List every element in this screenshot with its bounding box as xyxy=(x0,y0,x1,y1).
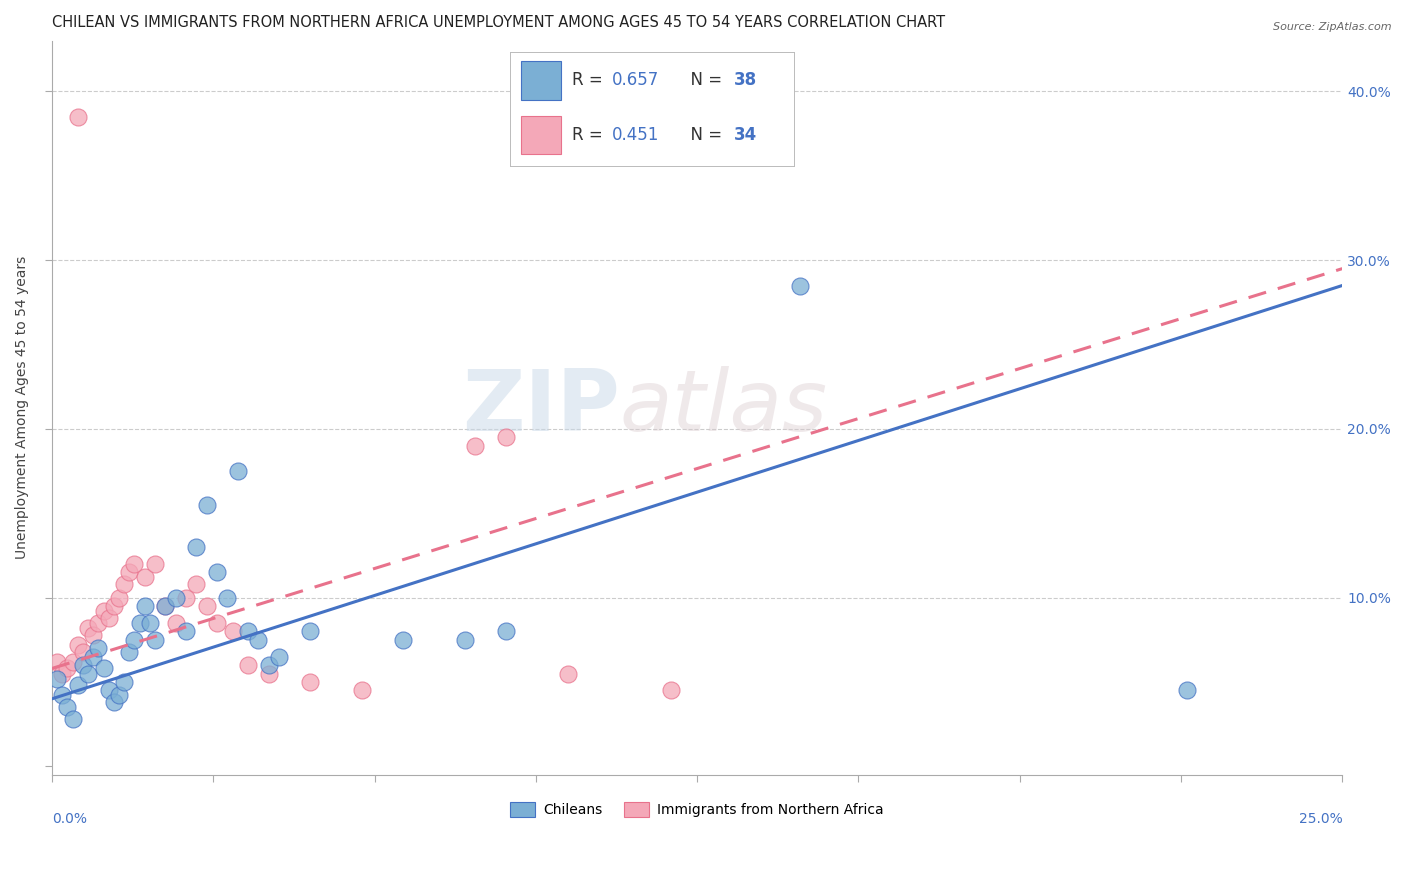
Point xyxy=(557,666,579,681)
Point xyxy=(66,638,89,652)
Point xyxy=(124,632,146,647)
Text: CHILEAN VS IMMIGRANTS FROM NORTHERN AFRICA UNEMPLOYMENT AMONG AGES 45 TO 54 YEAR: CHILEAN VS IMMIGRANTS FROM NORTHERN AFRI… xyxy=(52,15,945,30)
Point xyxy=(236,624,259,639)
Point xyxy=(298,675,321,690)
Point xyxy=(103,599,125,613)
Point xyxy=(77,666,100,681)
Point xyxy=(87,615,110,630)
Point xyxy=(72,644,94,658)
Legend: Chileans, Immigrants from Northern Africa: Chileans, Immigrants from Northern Afric… xyxy=(505,797,890,822)
Point xyxy=(186,577,208,591)
Point xyxy=(56,661,79,675)
Point xyxy=(118,566,141,580)
Point xyxy=(454,632,477,647)
Point xyxy=(97,611,120,625)
Point xyxy=(267,649,290,664)
Point xyxy=(108,591,131,605)
Point xyxy=(247,632,270,647)
Point xyxy=(298,624,321,639)
Point xyxy=(72,658,94,673)
Point xyxy=(165,615,187,630)
Point xyxy=(495,430,517,444)
Text: ZIP: ZIP xyxy=(463,367,620,450)
Point xyxy=(143,632,166,647)
Point xyxy=(134,599,156,613)
Point xyxy=(87,641,110,656)
Point xyxy=(257,658,280,673)
Point xyxy=(226,464,249,478)
Point xyxy=(77,621,100,635)
Point xyxy=(495,624,517,639)
Text: 0.0%: 0.0% xyxy=(52,812,87,826)
Point xyxy=(350,683,373,698)
Point xyxy=(46,655,69,669)
Point xyxy=(93,661,115,675)
Point xyxy=(56,700,79,714)
Point xyxy=(392,632,415,647)
Point xyxy=(51,689,73,703)
Point xyxy=(124,557,146,571)
Point xyxy=(112,675,135,690)
Point xyxy=(464,439,486,453)
Point xyxy=(108,689,131,703)
Point xyxy=(257,666,280,681)
Point xyxy=(66,110,89,124)
Point xyxy=(62,655,84,669)
Point xyxy=(128,615,150,630)
Point xyxy=(51,666,73,681)
Text: 25.0%: 25.0% xyxy=(1299,812,1343,826)
Point xyxy=(134,570,156,584)
Point xyxy=(103,695,125,709)
Point xyxy=(659,683,682,698)
Point xyxy=(93,604,115,618)
Point xyxy=(62,712,84,726)
Point xyxy=(186,540,208,554)
Point xyxy=(139,615,162,630)
Point xyxy=(82,628,104,642)
Point xyxy=(195,599,218,613)
Point xyxy=(66,678,89,692)
Point xyxy=(46,672,69,686)
Point xyxy=(205,566,228,580)
Point xyxy=(236,658,259,673)
Point xyxy=(143,557,166,571)
Point xyxy=(112,577,135,591)
Point xyxy=(221,624,243,639)
Text: Source: ZipAtlas.com: Source: ZipAtlas.com xyxy=(1274,22,1392,32)
Point xyxy=(195,498,218,512)
Point xyxy=(789,278,811,293)
Point xyxy=(1177,683,1199,698)
Point xyxy=(155,599,177,613)
Point xyxy=(217,591,239,605)
Text: atlas: atlas xyxy=(620,367,828,450)
Point xyxy=(174,591,197,605)
Point xyxy=(165,591,187,605)
Point xyxy=(118,644,141,658)
Point xyxy=(205,615,228,630)
Point xyxy=(82,649,104,664)
Point xyxy=(155,599,177,613)
Y-axis label: Unemployment Among Ages 45 to 54 years: Unemployment Among Ages 45 to 54 years xyxy=(15,256,30,559)
Point xyxy=(97,683,120,698)
Point xyxy=(174,624,197,639)
